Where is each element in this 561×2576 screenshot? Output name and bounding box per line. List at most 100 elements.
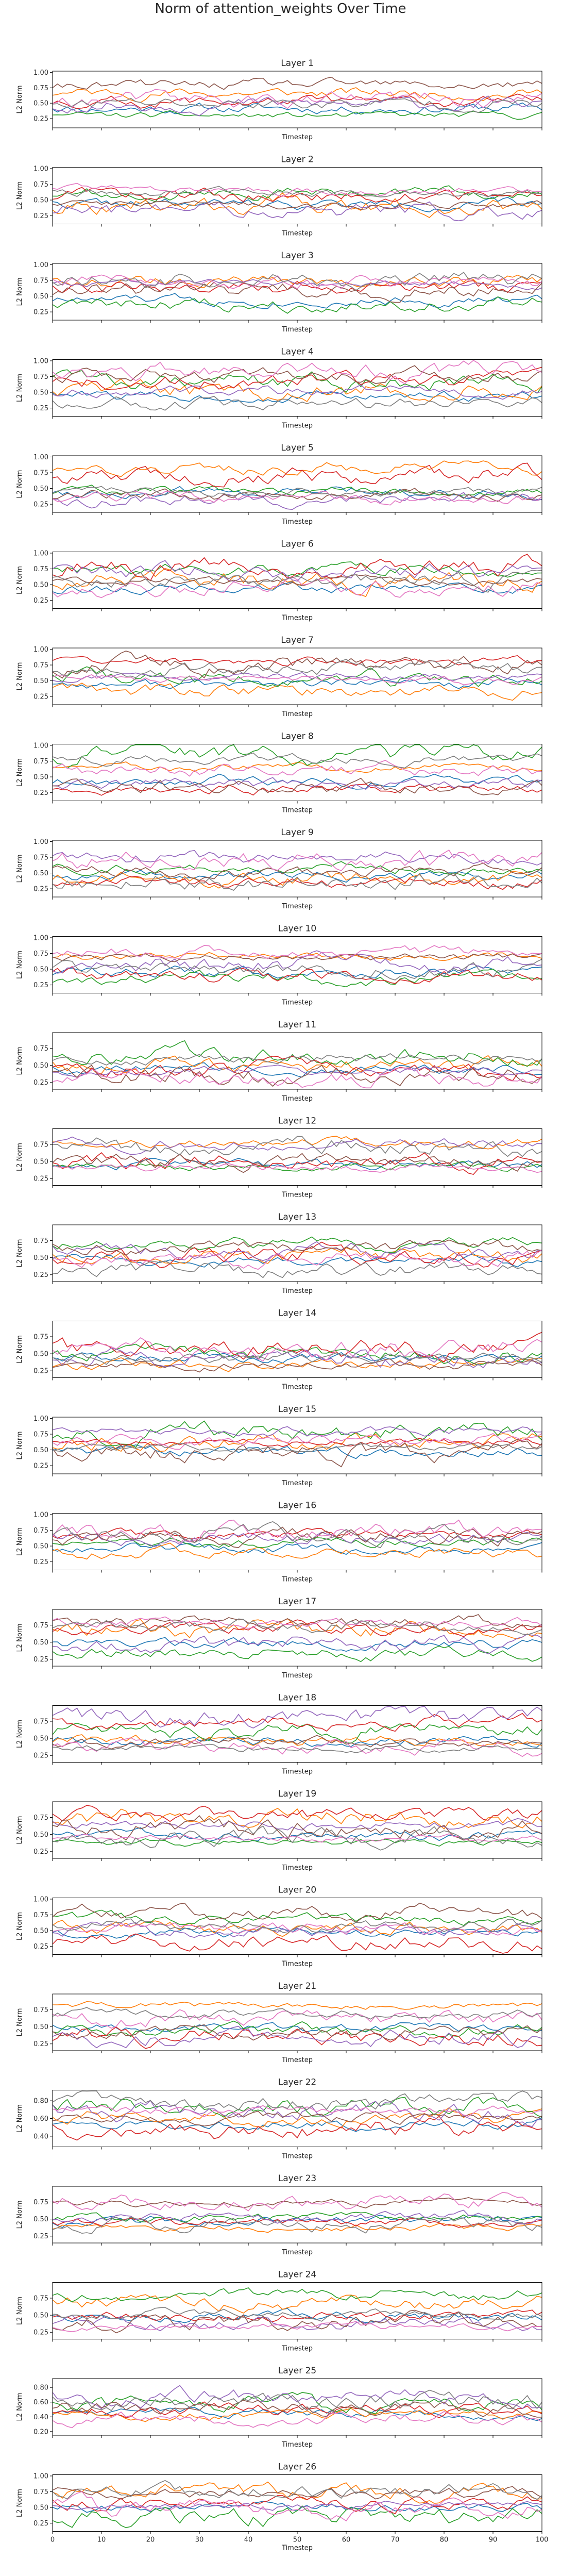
series-line <box>53 110 542 120</box>
series-line <box>53 2391 542 2415</box>
x-tick-label: 90 <box>489 2536 498 2544</box>
series-line <box>53 2223 542 2233</box>
y-tick-label: 0.75 <box>33 950 48 958</box>
series-line <box>53 2385 542 2409</box>
series-line <box>53 950 542 974</box>
series-line <box>53 968 542 988</box>
series-line <box>53 862 542 881</box>
y-axis-label: L2 Norm <box>16 566 24 594</box>
y-tick-label: 0.75 <box>33 758 48 766</box>
series-line <box>53 1438 542 1448</box>
series-line <box>53 274 542 288</box>
series-line <box>53 1055 542 1074</box>
x-tick-label: 10 <box>97 2536 106 2544</box>
y-tick-label: 0.25 <box>33 405 48 412</box>
series-line <box>53 650 542 679</box>
series-line <box>53 1527 542 1541</box>
x-tick-label: 0 <box>50 2536 55 2544</box>
series-line <box>53 460 542 477</box>
y-tick-label: 0.75 <box>33 470 48 477</box>
figure-title: Norm of attention_weights Over Time <box>155 1 406 16</box>
series-line <box>53 1519 542 1544</box>
y-tick-label: 0.50 <box>33 389 48 397</box>
panel-title: Layer 22 <box>278 2078 316 2088</box>
panel-title: Layer 8 <box>281 732 314 742</box>
y-tick-label: 0.75 <box>33 854 48 862</box>
y-tick-label: 1.00 <box>33 934 48 942</box>
series-line <box>53 1420 542 1448</box>
series-line <box>53 2024 542 2041</box>
x-axis-label: Timestep <box>281 710 313 718</box>
series-line <box>53 1805 542 1822</box>
series-line <box>53 1153 542 1173</box>
axes-frame <box>52 2186 542 2243</box>
y-tick-label: 1.00 <box>33 646 48 654</box>
series-line <box>53 1065 542 1087</box>
series-line <box>53 2321 542 2332</box>
y-tick-label: 0.75 <box>33 373 48 381</box>
series-line <box>53 2090 542 2111</box>
series-line <box>53 1735 542 1750</box>
x-axis-label: Timestep <box>281 2545 313 2552</box>
series-line <box>53 777 542 795</box>
y-axis-label: L2 Norm <box>16 470 24 498</box>
series-line <box>53 1439 542 1468</box>
panel-title: Layer 6 <box>281 539 314 550</box>
x-axis-label: Timestep <box>281 1191 313 1199</box>
y-tick-label: 0.50 <box>33 2504 48 2512</box>
y-axis-label: L2 Norm <box>16 1046 24 1075</box>
x-axis-label: Timestep <box>281 1960 313 1968</box>
y-tick-label: 0.25 <box>33 2040 48 2048</box>
series-line <box>53 281 542 303</box>
y-tick-label: 1.00 <box>33 838 48 846</box>
series-line <box>53 2307 542 2322</box>
series-line <box>53 2001 542 2010</box>
y-tick-label: 0.50 <box>33 1639 48 1647</box>
series-line <box>53 674 542 686</box>
series-line <box>53 2407 542 2422</box>
series-line <box>53 274 542 290</box>
series-line <box>53 952 542 961</box>
panel-title: Layer 9 <box>281 827 314 838</box>
y-tick-label: 0.50 <box>33 1447 48 1454</box>
series-line <box>53 192 542 218</box>
series-line <box>53 1933 542 1954</box>
panel-layer-17: Layer 17 0.25 0.50 0.75 L2 Norm Timestep <box>16 1597 542 1680</box>
panel-title: Layer 11 <box>278 1020 316 1030</box>
y-tick-label: 0.60 <box>33 2399 48 2406</box>
y-tick-label: 0.25 <box>33 693 48 701</box>
y-tick-label: 0.75 <box>33 181 48 189</box>
y-axis-label: L2 Norm <box>16 2297 24 2325</box>
y-tick-label: 1.00 <box>33 550 48 557</box>
series-line <box>53 2025 542 2049</box>
panel-layer-1: Layer 1 0.25 0.50 0.75 1.00 L2 Norm Timestep <box>16 58 542 141</box>
series-line <box>53 1734 542 1747</box>
series-line <box>53 2197 542 2208</box>
series-line <box>53 1239 542 1256</box>
series-line <box>53 1807 542 1830</box>
y-tick-label: 0.75 <box>33 2006 48 2014</box>
y-tick-label: 0.50 <box>33 1158 48 1166</box>
series-line <box>53 2116 542 2141</box>
x-axis-label: Timestep <box>281 1768 313 1776</box>
series-line <box>53 1918 542 1934</box>
y-tick-label: 0.75 <box>33 1431 48 1439</box>
panel-layer-16: Layer 16 0.25 0.50 0.75 1.00 L2 Norm Timestep <box>16 1501 542 1584</box>
y-tick-label: 0.50 <box>33 485 48 493</box>
panel-layer-2: Layer 2 0.25 0.50 0.75 1.00 L2 Norm Timestep <box>16 155 542 238</box>
series-line <box>53 2401 542 2418</box>
y-tick-label: 0.50 <box>33 1351 48 1358</box>
panel-layer-9: Layer 9 0.25 0.50 0.75 1.00 L2 Norm Timestep <box>16 827 542 910</box>
y-tick-label: 0.25 <box>33 115 48 123</box>
panel-layer-21: Layer 21 0.25 0.50 0.75 L2 Norm Timestep <box>16 1981 542 2064</box>
series-line <box>53 360 542 385</box>
series-line <box>53 678 542 689</box>
series-line <box>53 1067 542 1089</box>
y-tick-label: 0.80 <box>33 2098 48 2105</box>
y-axis-label: L2 Norm <box>16 1816 24 1844</box>
series-line <box>53 395 542 411</box>
x-tick-label: 80 <box>440 2536 449 2544</box>
panel-title: Layer 1 <box>281 58 314 69</box>
series-line <box>53 93 542 109</box>
x-axis-label: Timestep <box>281 1480 313 1487</box>
